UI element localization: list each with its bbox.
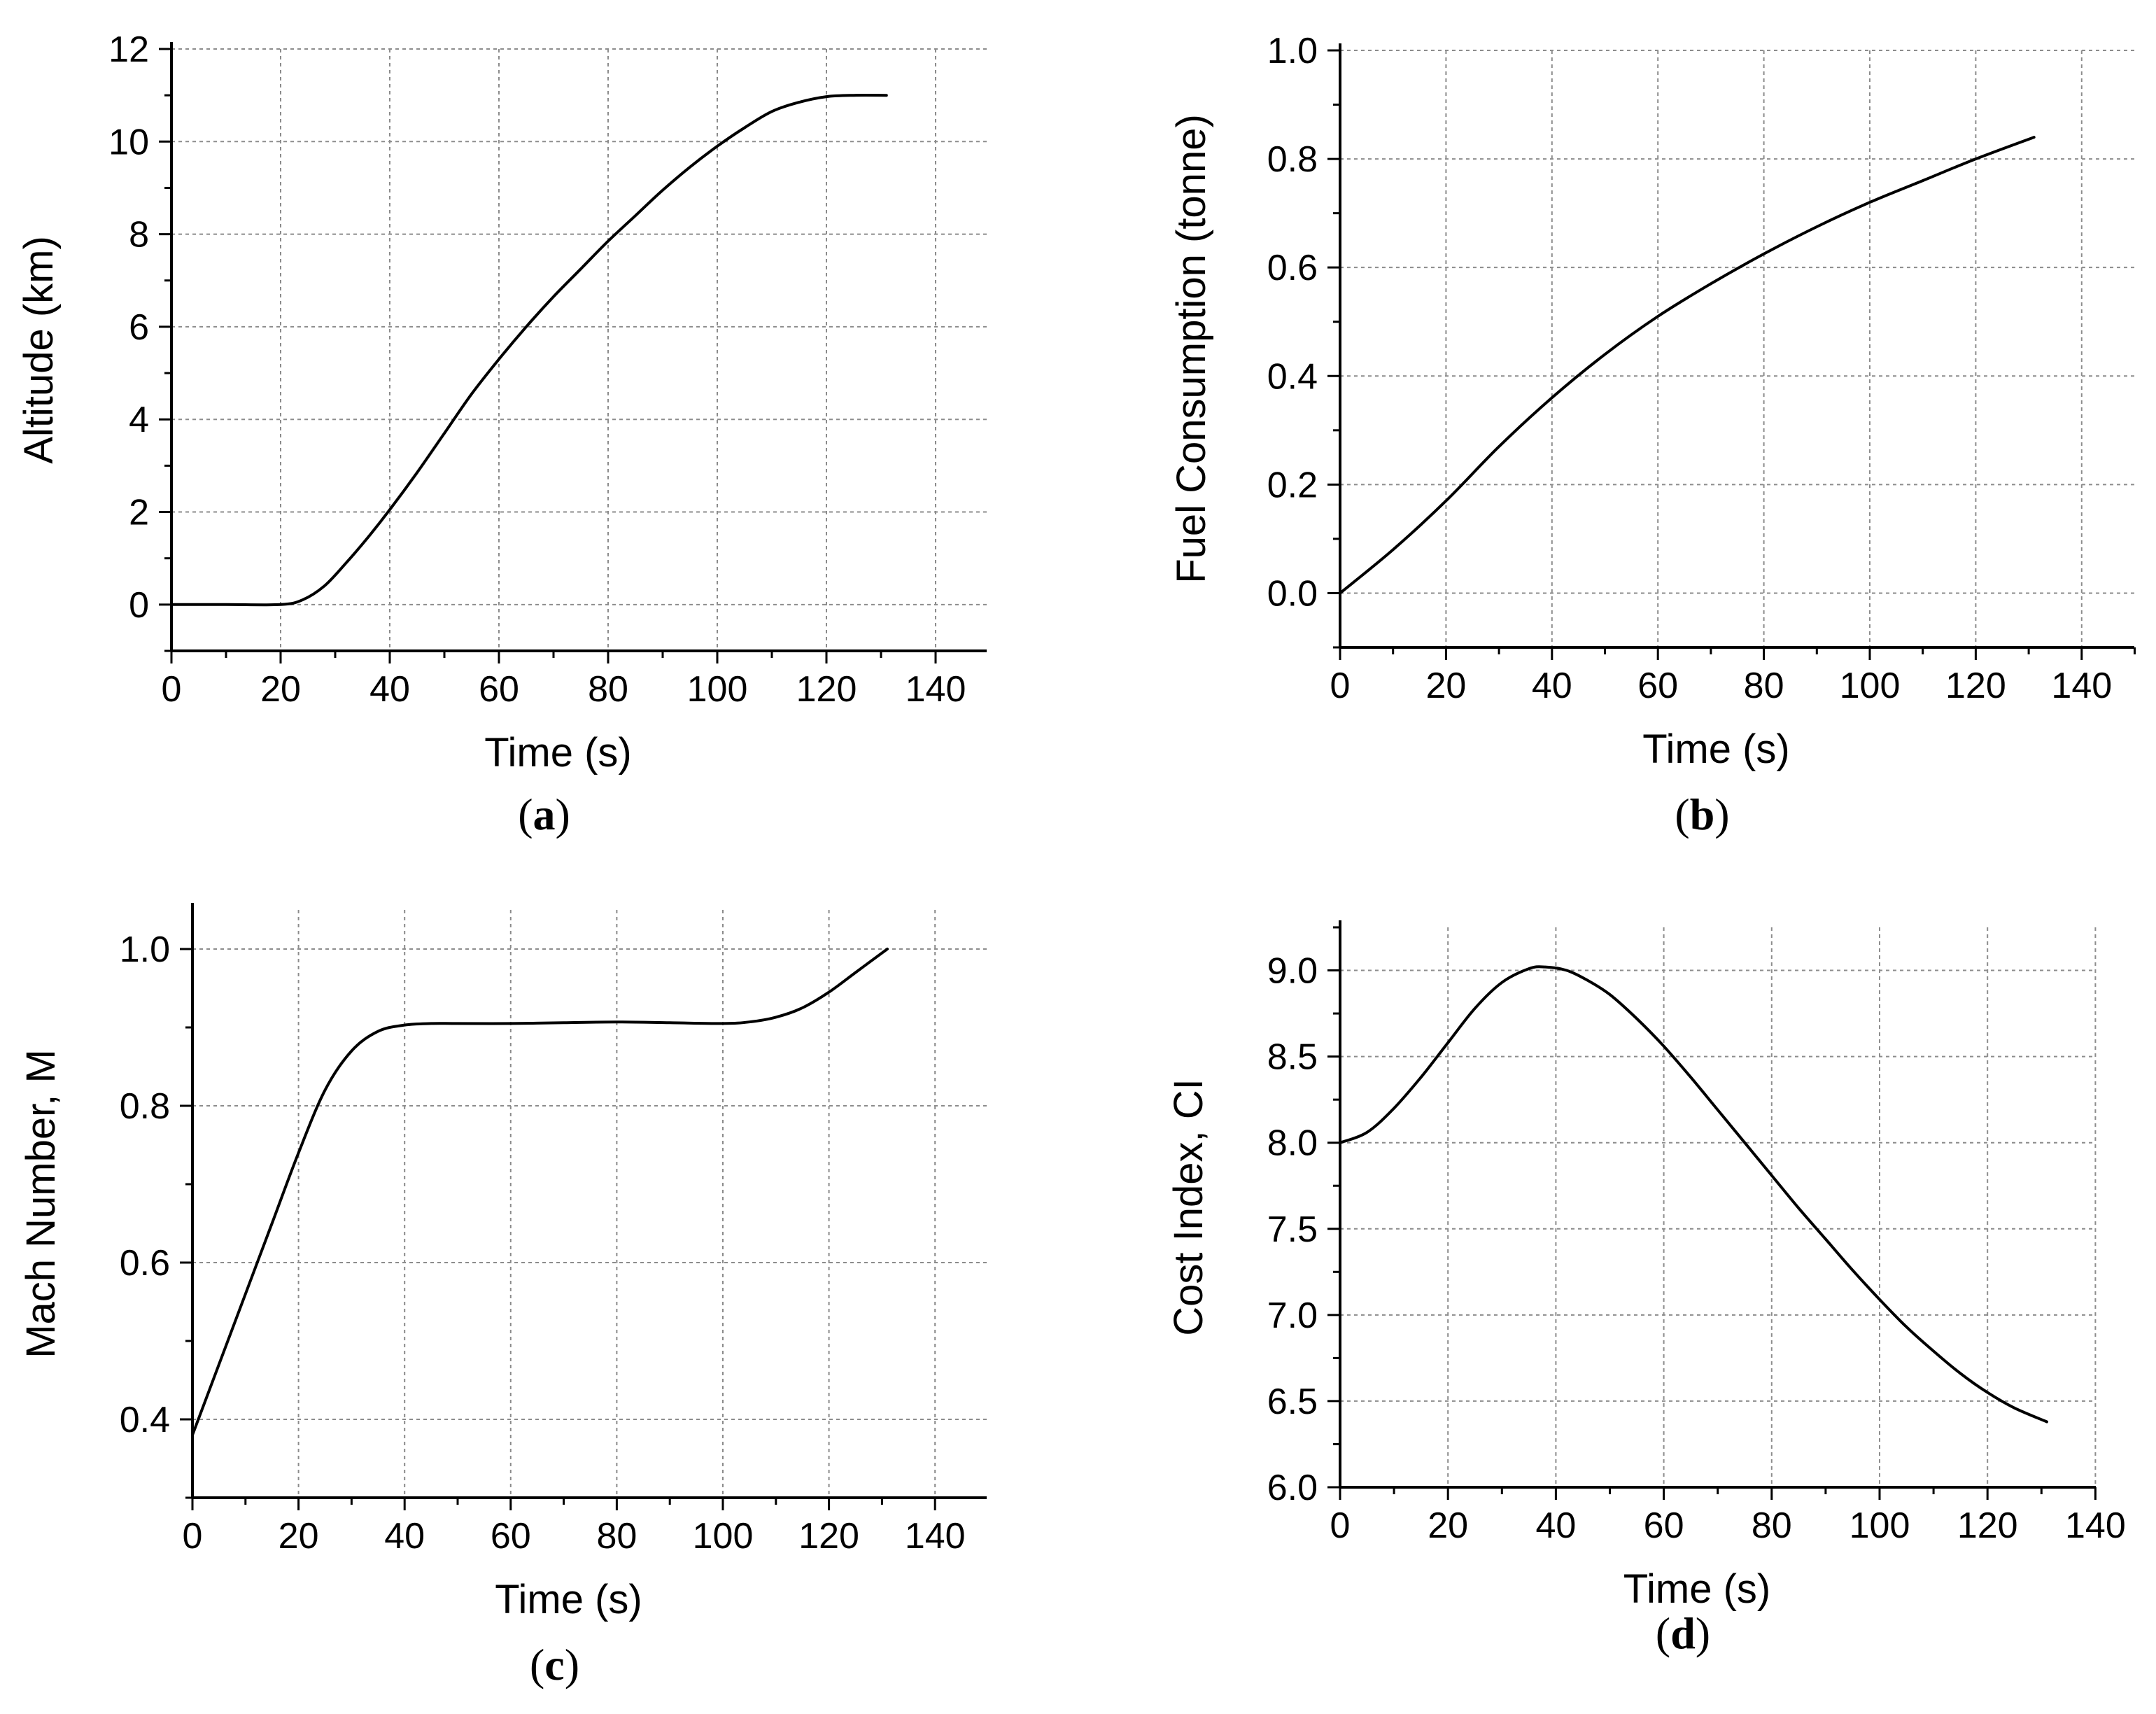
x-axis-label: Time (s) <box>1623 1566 1770 1612</box>
x-tick-label: 80 <box>1744 666 1784 706</box>
y-tick-label: 4 <box>129 400 149 440</box>
y-tick-label: 6 <box>129 307 149 348</box>
x-tick-label: 40 <box>1535 1505 1576 1546</box>
x-tick-label: 140 <box>906 669 966 710</box>
x-axis-label: Time (s) <box>495 1577 642 1622</box>
x-tick-label: 60 <box>479 669 519 710</box>
y-tick-label: 0.6 <box>120 1243 170 1284</box>
x-axis-label: Time (s) <box>484 730 631 775</box>
y-axis-label: Altitude (km) <box>16 236 62 464</box>
x-tick-label: 0 <box>162 669 182 710</box>
panel-letter: a <box>533 789 556 839</box>
x-tick-label: 120 <box>1957 1505 2018 1546</box>
y-tick-label: 7.0 <box>1267 1295 1318 1336</box>
x-tick-label: 80 <box>588 669 628 710</box>
y-axis-label: Fuel Consumption (tonne) <box>1169 114 1214 584</box>
y-tick-label: 0.8 <box>1267 139 1318 180</box>
panel-letter: d <box>1670 1608 1696 1658</box>
y-tick-label: 0.8 <box>120 1086 170 1127</box>
x-tick-label: 120 <box>798 1516 859 1557</box>
x-tick-label: 80 <box>1752 1505 1792 1546</box>
x-tick-label: 40 <box>384 1516 425 1557</box>
x-tick-label: 140 <box>2065 1505 2126 1546</box>
x-tick-label: 20 <box>1428 1505 1468 1546</box>
series-line-b <box>1339 136 2036 595</box>
x-tick-label: 20 <box>279 1516 319 1557</box>
chart-panel-d: 0 20 40 60 80 100 120 140 6.0 6.5 7.0 7.5 8.0 8.5 9.0 T… <box>1166 920 2126 1658</box>
x-tick-label: 0 <box>183 1516 203 1557</box>
panel-caption: (d) <box>1656 1608 1710 1658</box>
y-tick-label: 2 <box>129 493 149 533</box>
x-tick-label: 20 <box>1425 666 1466 706</box>
x-axis-label: Time (s) <box>1642 726 1789 772</box>
series-line-c <box>191 948 889 1437</box>
y-tick-label: 7.5 <box>1267 1209 1318 1250</box>
y-tick-label: 8 <box>129 215 149 255</box>
y-tick-label: 0.4 <box>120 1400 170 1440</box>
x-tick-label: 120 <box>1945 666 2006 706</box>
y-tick-label: 10 <box>108 122 149 162</box>
chart-panel-a: 0 20 40 60 80 100 120 140 0 2 4 6 8 10 12 Time (s) Altit… <box>16 29 987 839</box>
x-tick-label: 140 <box>905 1516 966 1557</box>
panel-letter: c <box>544 1640 564 1690</box>
x-tick-label: 120 <box>796 669 857 710</box>
panel-letter: b <box>1690 789 1715 839</box>
y-tick-label: 0.2 <box>1267 465 1318 505</box>
series-line-a <box>170 94 888 607</box>
x-tick-label: 140 <box>2051 666 2112 706</box>
y-tick-label: 6.0 <box>1267 1468 1318 1508</box>
y-tick-label: 0.6 <box>1267 248 1318 288</box>
y-tick-label: 1.0 <box>1267 31 1318 71</box>
y-tick-label: 12 <box>108 29 149 70</box>
y-tick-label: 0.4 <box>1267 356 1318 397</box>
x-tick-label: 100 <box>693 1516 754 1557</box>
panel-caption: (b) <box>1675 789 1729 839</box>
x-tick-label: 0 <box>1330 666 1351 706</box>
y-tick-label: 1.0 <box>120 929 170 970</box>
x-tick-label: 60 <box>1637 666 1678 706</box>
chart-panel-c: 0 20 40 60 80 100 120 140 0.4 0.6 0.8 1.0 Time (s) Ma… <box>18 903 987 1690</box>
x-tick-label: 60 <box>491 1516 531 1557</box>
x-tick-label: 100 <box>1849 1505 1910 1546</box>
x-tick-label: 100 <box>687 669 748 710</box>
y-tick-label: 0.0 <box>1267 573 1318 614</box>
series-line-d <box>1339 965 2048 1424</box>
y-axis-label: Cost Index, CI <box>1166 1079 1211 1335</box>
x-tick-label: 40 <box>369 669 410 710</box>
y-tick-label: 0 <box>129 585 149 626</box>
x-tick-label: 80 <box>596 1516 637 1557</box>
y-tick-label: 9.0 <box>1267 951 1318 992</box>
y-tick-label: 8.0 <box>1267 1123 1318 1164</box>
x-tick-label: 0 <box>1330 1505 1351 1546</box>
panel-caption: (c) <box>530 1640 579 1690</box>
chart-panel-b: 0 20 40 60 80 100 120 140 0.0 0.2 0.4 0.6 0.8 1.0 Time… <box>1169 31 2136 839</box>
y-tick-label: 8.5 <box>1267 1037 1318 1078</box>
y-tick-label: 6.5 <box>1267 1382 1318 1422</box>
x-tick-label: 40 <box>1532 666 1572 706</box>
x-tick-label: 60 <box>1644 1505 1684 1546</box>
y-axis-label: Mach Number, M <box>18 1049 64 1358</box>
panel-caption: (a) <box>518 789 570 839</box>
x-tick-label: 100 <box>1840 666 1901 706</box>
x-tick-label: 20 <box>260 669 301 710</box>
